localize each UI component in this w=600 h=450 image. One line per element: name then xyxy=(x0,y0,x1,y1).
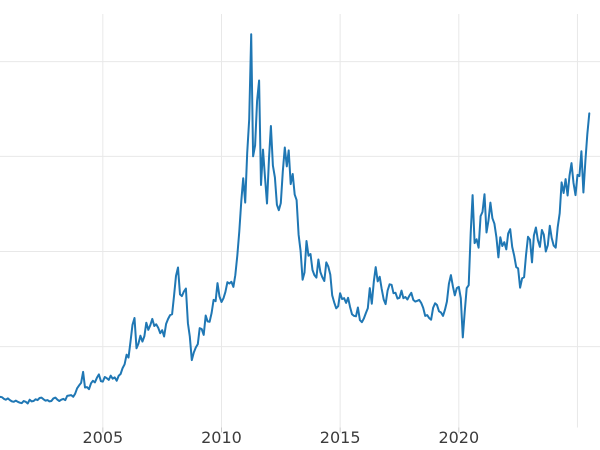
x-tick-label: 2010 xyxy=(201,428,242,447)
x-tick-label: 2020 xyxy=(438,428,479,447)
x-tick-label: 2005 xyxy=(82,428,123,447)
x-tick-label: 2015 xyxy=(320,428,361,447)
price-series-line xyxy=(0,33,591,405)
